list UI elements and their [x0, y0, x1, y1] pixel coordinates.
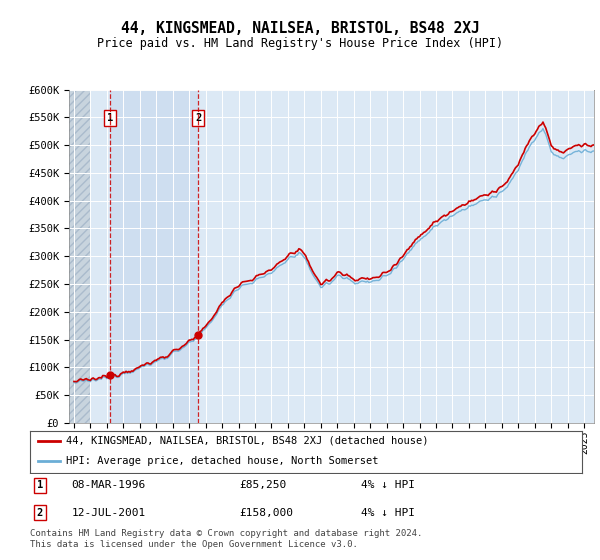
Text: 4% ↓ HPI: 4% ↓ HPI [361, 480, 415, 490]
Text: Price paid vs. HM Land Registry's House Price Index (HPI): Price paid vs. HM Land Registry's House … [97, 37, 503, 50]
Text: 12-JUL-2001: 12-JUL-2001 [71, 508, 146, 518]
Text: £158,000: £158,000 [240, 508, 294, 518]
Text: 1: 1 [37, 480, 43, 490]
Text: 1: 1 [107, 113, 113, 123]
Text: 44, KINGSMEAD, NAILSEA, BRISTOL, BS48 2XJ: 44, KINGSMEAD, NAILSEA, BRISTOL, BS48 2X… [121, 21, 479, 36]
Text: 44, KINGSMEAD, NAILSEA, BRISTOL, BS48 2XJ (detached house): 44, KINGSMEAD, NAILSEA, BRISTOL, BS48 2X… [66, 436, 428, 446]
Text: 08-MAR-1996: 08-MAR-1996 [71, 480, 146, 490]
Bar [110, 90, 198, 423]
Bar [66, 90, 91, 423]
Text: Contains HM Land Registry data © Crown copyright and database right 2024.
This d: Contains HM Land Registry data © Crown c… [30, 529, 422, 549]
Text: HPI: Average price, detached house, North Somerset: HPI: Average price, detached house, Nort… [66, 456, 379, 466]
Text: £85,250: £85,250 [240, 480, 287, 490]
Text: 2: 2 [37, 508, 43, 518]
Text: 4% ↓ HPI: 4% ↓ HPI [361, 508, 415, 518]
Text: 2: 2 [195, 113, 201, 123]
